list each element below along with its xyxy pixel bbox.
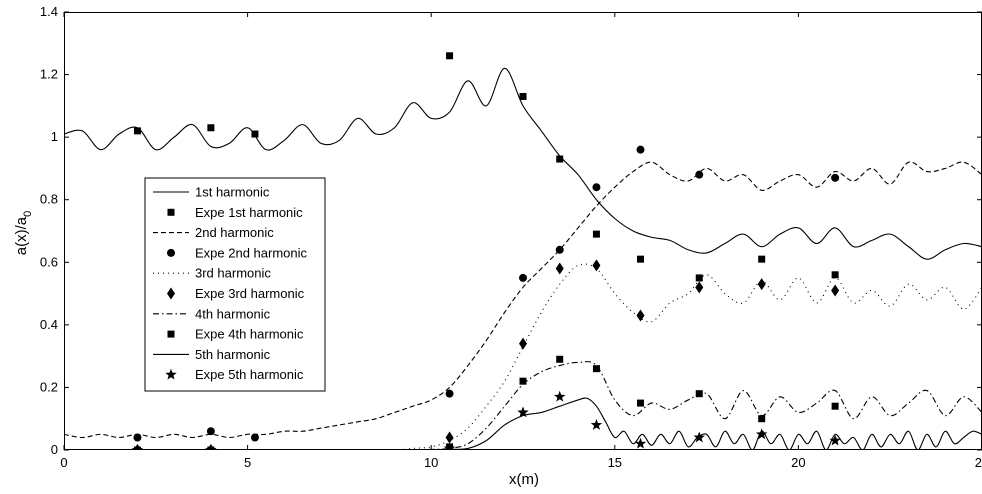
data-point-expe-2nd-harmonic	[592, 183, 601, 192]
data-point-expe-1st-harmonic	[592, 230, 600, 238]
x-tick-label: 5	[244, 455, 251, 470]
data-point-expe-4th-harmonic	[556, 355, 564, 363]
series-expe-5th-harmonic	[131, 390, 841, 450]
data-point-expe-5th-harmonic	[634, 437, 647, 449]
data-point-expe-3rd-harmonic	[555, 262, 564, 275]
y-tick-label: 1.4	[40, 4, 58, 19]
data-point-expe-5th-harmonic	[554, 390, 566, 402]
data-point-expe-5th-harmonic	[443, 442, 456, 450]
legend-label-expe-2nd-harmonic: Expe 2nd harmonic	[195, 245, 308, 260]
data-point-expe-5th-harmonic	[829, 434, 841, 446]
x-tick-label: 10	[424, 455, 438, 470]
y-axis-label: a(x)/a0	[13, 211, 34, 255]
data-point-expe-2nd-harmonic	[831, 173, 840, 182]
data-point-expe-2nd-harmonic	[445, 389, 454, 398]
data-point-expe-2nd-harmonic	[695, 170, 704, 179]
legend-marker-expe-3rd-harmonic	[167, 287, 175, 300]
legend-label-expe-4th-harmonic: Expe 4th harmonic	[195, 327, 304, 342]
data-point-expe-5th-harmonic	[205, 444, 217, 450]
data-point-expe-5th-harmonic	[131, 444, 144, 450]
data-point-expe-1st-harmonic	[637, 255, 645, 263]
data-point-expe-5th-harmonic	[590, 418, 603, 430]
x-axis-label: x(m)	[509, 471, 539, 488]
legend-marker-expe-1st-harmonic	[167, 208, 175, 216]
data-point-expe-3rd-harmonic	[831, 284, 840, 297]
legend-box	[144, 177, 326, 392]
data-point-expe-3rd-harmonic	[636, 309, 645, 322]
y-tick-label: 1.2	[40, 67, 58, 82]
data-point-expe-3rd-harmonic	[757, 278, 766, 291]
data-point-expe-3rd-harmonic	[695, 281, 704, 294]
series-expe-1st-harmonic	[133, 52, 839, 282]
data-point-expe-1st-harmonic	[133, 127, 141, 135]
y-tick-label: 1	[51, 129, 58, 144]
data-point-expe-3rd-harmonic	[445, 431, 454, 444]
data-point-expe-4th-harmonic	[695, 390, 703, 398]
data-point-expe-1st-harmonic	[758, 255, 766, 263]
legend-label-3rd-harmonic: 3rd harmonic	[195, 266, 271, 281]
data-point-expe-2nd-harmonic	[555, 245, 564, 254]
y-axis-label-main: a(x)/a	[13, 216, 30, 255]
data-point-expe-1st-harmonic	[695, 274, 703, 282]
x-tick-label: 20	[791, 455, 805, 470]
data-point-expe-1st-harmonic	[446, 52, 454, 60]
data-point-expe-4th-harmonic	[637, 399, 645, 407]
data-point-expe-3rd-harmonic	[592, 259, 601, 272]
y-tick-label: 0.2	[40, 379, 58, 394]
legend-marker-expe-4th-harmonic	[167, 330, 175, 338]
legend-label-5th-harmonic: 5th harmonic	[195, 347, 271, 362]
data-point-expe-1st-harmonic	[556, 155, 564, 163]
legend-marker-expe-5th-harmonic	[165, 368, 177, 380]
y-tick-label: 0.8	[40, 192, 58, 207]
legend-label-2nd-harmonic: 2nd harmonic	[195, 225, 274, 240]
series-1st-harmonic	[64, 67, 982, 260]
data-point-expe-4th-harmonic	[758, 415, 766, 423]
data-point-expe-3rd-harmonic	[519, 337, 527, 350]
series-expe-2nd-harmonic	[133, 145, 840, 442]
data-point-expe-2nd-harmonic	[250, 433, 259, 442]
data-point-expe-1st-harmonic	[831, 271, 839, 279]
legend-label-1st-harmonic: 1st harmonic	[195, 185, 270, 200]
data-point-expe-2nd-harmonic	[206, 427, 215, 436]
series-line-1st-harmonic	[64, 67, 982, 260]
data-point-expe-4th-harmonic	[831, 402, 839, 410]
data-point-expe-2nd-harmonic	[133, 433, 142, 442]
data-point-expe-5th-harmonic	[693, 431, 705, 443]
data-point-expe-4th-harmonic	[519, 377, 527, 385]
series-2nd-harmonic	[64, 161, 982, 439]
data-point-expe-1st-harmonic	[251, 130, 259, 138]
legend-label-expe-1st-harmonic: Expe 1st harmonic	[195, 205, 303, 220]
data-point-expe-1st-harmonic	[519, 92, 527, 100]
y-axis-label-subscript: 0	[22, 211, 34, 217]
legend-label-expe-3rd-harmonic: Expe 3rd harmonic	[195, 286, 305, 301]
data-point-expe-2nd-harmonic	[636, 145, 645, 154]
plot-area	[64, 52, 982, 450]
series-line-2nd-harmonic	[64, 161, 982, 439]
data-point-expe-5th-harmonic	[517, 406, 529, 418]
data-point-expe-4th-harmonic	[592, 365, 600, 373]
x-tick-label: 0	[60, 455, 67, 470]
legend-label-expe-5th-harmonic: Expe 5th harmonic	[195, 367, 304, 382]
series-5th-harmonic	[64, 397, 982, 450]
data-point-expe-5th-harmonic	[755, 428, 768, 440]
data-point-expe-1st-harmonic	[207, 124, 215, 132]
series-line-5th-harmonic	[64, 397, 982, 450]
legend-marker-expe-2nd-harmonic	[167, 248, 175, 257]
y-tick-label: 0	[51, 442, 58, 457]
y-tick-label: 0.6	[40, 254, 58, 269]
data-point-expe-2nd-harmonic	[519, 273, 527, 282]
legend: 1st harmonic Expe 1st harmonic 2nd harmoni…	[144, 177, 326, 392]
series-4th-harmonic	[64, 361, 982, 450]
legend-label-4th-harmonic: 4th harmonic	[195, 306, 271, 321]
x-tick-label: 15	[608, 455, 622, 470]
y-tick-label: 0.4	[40, 317, 58, 332]
x-tick-label: 25	[975, 455, 982, 470]
series-line-4th-harmonic	[64, 361, 982, 450]
